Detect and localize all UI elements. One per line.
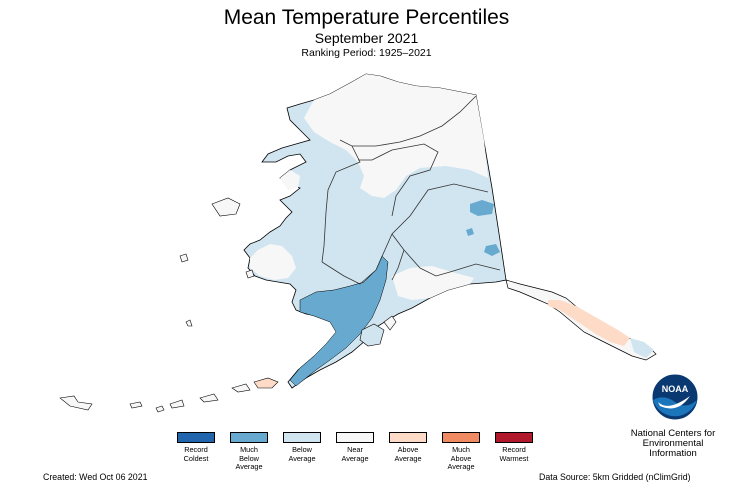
division-boundaries [321, 95, 501, 285]
legend-item: Much Below Average [223, 432, 275, 472]
region-panhandle-below [630, 338, 654, 358]
legend-item: Much Above Average [435, 432, 487, 472]
legend-label: Near Average [341, 445, 369, 463]
logo-text: NOAA [662, 384, 689, 394]
region-seward-near [280, 170, 300, 190]
legend-swatch [495, 432, 533, 443]
legend-swatch [389, 432, 427, 443]
legend-item: Near Average [329, 432, 381, 463]
region-interior-much-below-3 [466, 228, 474, 236]
region-north-slope [304, 74, 488, 198]
ranking-period: Ranking Period: 1925–2021 [301, 47, 432, 59]
region-panhandle-above [548, 300, 630, 346]
map-subtitle: September 2021 [314, 30, 419, 46]
region-interior-much-below-1 [470, 200, 494, 216]
legend-label: Much Below Average [235, 445, 263, 471]
created-date: Created: Wed Oct 06 2021 [43, 472, 148, 482]
alaska-map [59, 73, 657, 413]
legend-label: Record Warmest [499, 445, 529, 463]
legend-label: Record Coldest [183, 445, 209, 463]
data-source: Data Source: 5km Gridded (nClimGrid) [539, 472, 691, 482]
legend-label: Above Average [394, 445, 422, 463]
legend-label: Below Average [288, 445, 316, 463]
legend-item: Record Warmest [488, 432, 540, 463]
noaa-logo-icon: NOAA [651, 373, 699, 421]
region-interior-much-below-2 [484, 244, 500, 256]
agency-name: National Centers for Environmental Infor… [630, 428, 716, 459]
legend-swatch [230, 432, 268, 443]
legend-item: Record Coldest [170, 432, 222, 463]
map-title: Mean Temperature Percentiles [223, 6, 510, 29]
region-west-coast-near [250, 244, 296, 280]
region-copper-near [392, 266, 474, 300]
islands [59, 197, 397, 413]
legend-item: Above Average [382, 432, 434, 463]
legend-label: Much Above Average [447, 445, 475, 471]
legend-swatch [177, 432, 215, 443]
legend: Record Coldest Much Below Average Below Av… [170, 432, 540, 478]
region-southwest-much-below [289, 255, 389, 387]
legend-item: Below Average [276, 432, 328, 463]
legend-swatch [283, 432, 321, 443]
legend-swatch [442, 432, 480, 443]
legend-swatch [336, 432, 374, 443]
